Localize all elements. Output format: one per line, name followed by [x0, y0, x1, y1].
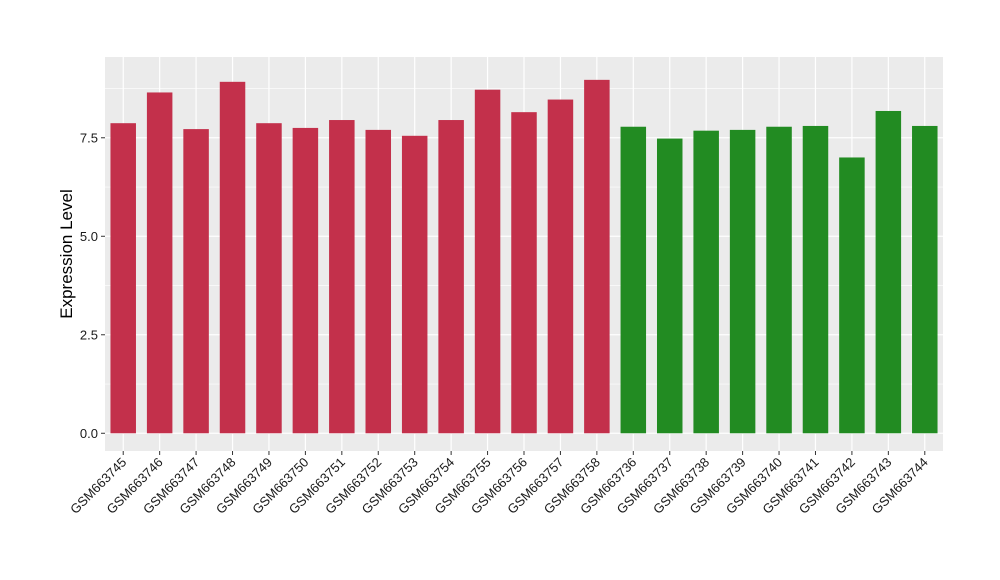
y-axis-title: Expression Level [57, 189, 76, 318]
bar [146, 92, 173, 434]
y-tick-label: 0.0 [80, 426, 98, 441]
bar [839, 157, 865, 434]
bar [547, 99, 574, 434]
bar [292, 127, 319, 434]
bar [656, 138, 683, 434]
bar [329, 120, 355, 434]
bar [438, 120, 464, 434]
bar [729, 129, 756, 434]
bar [912, 125, 938, 434]
bars [110, 79, 938, 434]
y-axis: 0.0 2.5 5.0 7.5 [80, 130, 105, 441]
bar [365, 129, 392, 434]
bar [401, 135, 428, 434]
bar [875, 110, 902, 434]
bar [256, 123, 282, 434]
x-axis: GSM663745GSM663746GSM663747GSM663748GSM6… [67, 451, 931, 517]
bar [584, 79, 610, 434]
bar [219, 81, 246, 434]
y-tick-label: 7.5 [80, 130, 98, 145]
bar [693, 130, 719, 434]
bar [183, 129, 209, 434]
bar [110, 123, 136, 434]
bar [620, 126, 647, 434]
y-tick-label: 2.5 [80, 327, 98, 342]
bar [511, 112, 537, 434]
bar [474, 89, 501, 434]
y-tick-label: 5.0 [80, 229, 98, 244]
bar [802, 125, 829, 434]
bar [766, 126, 792, 434]
